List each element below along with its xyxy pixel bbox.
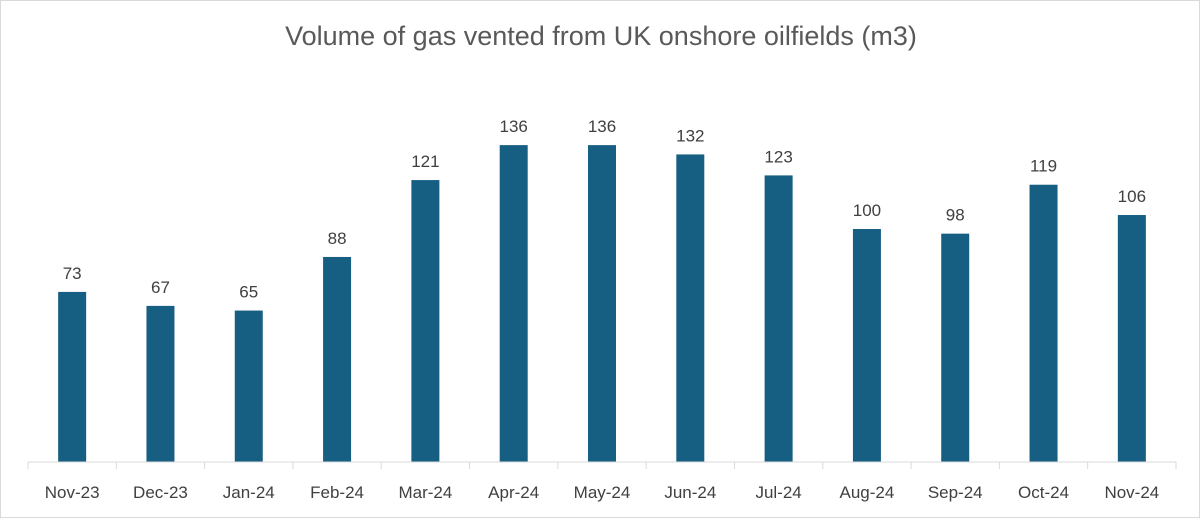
data-label: 106 — [1118, 187, 1146, 206]
bar-jun-24 — [676, 154, 705, 462]
bar-feb-24 — [323, 256, 352, 462]
data-labels-layer: 73 67 65 88 121 136 136 132 123 100 98 119 106 — [63, 117, 1146, 301]
bar-nov-24 — [1117, 215, 1146, 462]
bar-jul-24 — [764, 175, 793, 462]
x-tick-label: Sep-24 — [928, 483, 983, 502]
bar-mar-24 — [411, 180, 440, 462]
x-tick-label: Feb-24 — [310, 483, 364, 502]
data-label: 136 — [588, 117, 616, 136]
bar-jan-24 — [234, 310, 263, 462]
x-tick-label: Jan-24 — [223, 483, 275, 502]
x-tick-label: Jun-24 — [664, 483, 716, 502]
data-label: 73 — [63, 264, 82, 283]
x-tick-label: Mar-24 — [398, 483, 452, 502]
data-label: 136 — [500, 117, 528, 136]
data-label: 100 — [853, 201, 881, 220]
bar-sep-24 — [941, 233, 970, 462]
bars-layer — [58, 145, 1146, 463]
data-label: 65 — [239, 283, 258, 302]
bar-may-24 — [588, 145, 616, 462]
data-label: 119 — [1030, 157, 1057, 176]
x-tick-label: Nov-24 — [1104, 483, 1159, 502]
x-tick-label: Nov-23 — [45, 483, 100, 502]
x-axis: Nov-23 Dec-23 Jan-24 Feb-24 Mar-24 Apr-24 May-… — [27, 461, 1177, 502]
data-label: 88 — [328, 229, 347, 248]
data-label: 67 — [151, 278, 170, 297]
x-tick-label: Dec-23 — [133, 483, 188, 502]
data-label: 98 — [946, 206, 965, 225]
bar-aug-24 — [852, 229, 881, 462]
bar-dec-23 — [146, 305, 175, 462]
data-label: 132 — [676, 126, 704, 145]
data-label: 123 — [764, 147, 792, 166]
bar-nov-23 — [58, 291, 87, 462]
x-tick-label: Aug-24 — [840, 483, 895, 502]
x-tick-label: Oct-24 — [1018, 483, 1069, 502]
bar-oct-24 — [1029, 184, 1058, 463]
x-tick-label: Apr-24 — [488, 483, 539, 502]
x-tick-label: May-24 — [574, 483, 631, 502]
x-tick-label: Jul-24 — [755, 483, 801, 502]
bar-apr-24 — [499, 145, 528, 462]
data-label: 121 — [411, 152, 439, 171]
chart-title: Volume of gas vented from UK onshore oil… — [285, 21, 917, 51]
